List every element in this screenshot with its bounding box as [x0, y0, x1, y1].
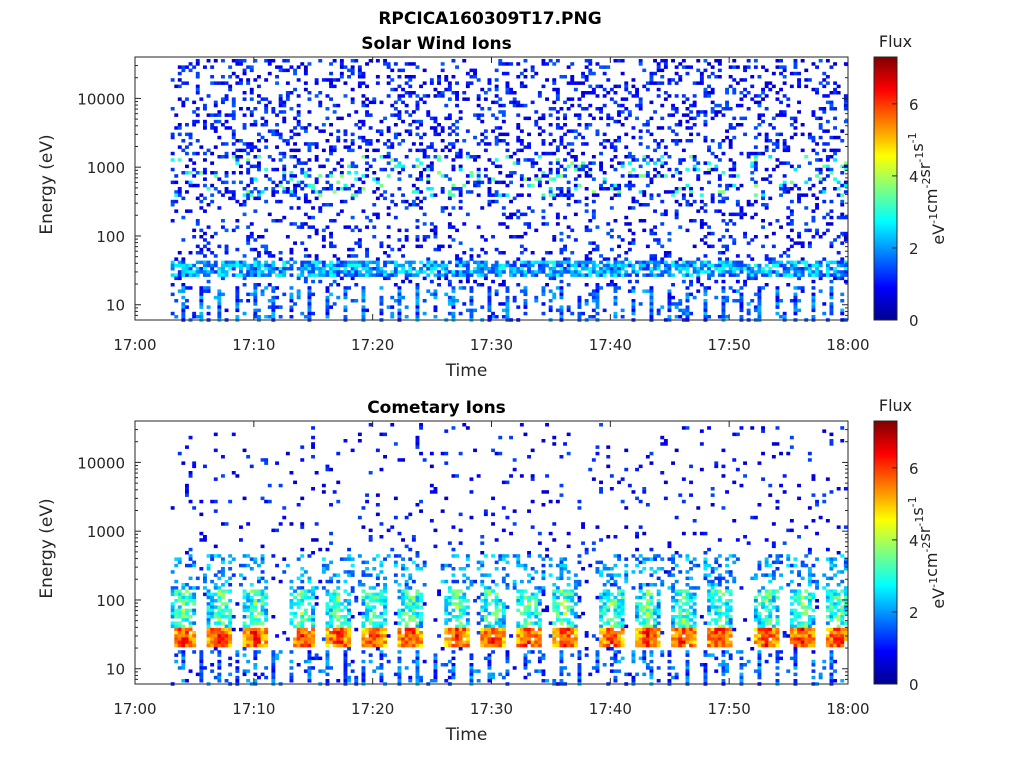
colorbar-unit-label: eV-1cm-2sr-1s-1 — [906, 496, 948, 608]
x-tick-label: 17:40 — [589, 700, 632, 718]
heatmap-cells — [170, 423, 848, 686]
heatmap-cells — [170, 59, 848, 322]
x-axis-label: Time — [445, 725, 488, 745]
cometary-ions-panel: 17:00 17:10 17:20 17:30 17:40 17:50 18:00 10 100… — [37, 396, 948, 745]
y-tick-label: 1000 — [87, 159, 125, 177]
colorbar-tick-label: 6 — [909, 96, 919, 114]
x-tick-label: 17:10 — [232, 336, 275, 354]
y-tick-label: 100 — [96, 592, 125, 610]
x-tick-label: 17:40 — [589, 336, 632, 354]
x-tick-label: 17:30 — [470, 700, 513, 718]
solar-wind-panel: 17:00 17:10 17:20 17:30 17:40 17:50 18:00 10 100… — [37, 32, 948, 381]
x-tick-label: 17:30 — [470, 336, 513, 354]
colorbar-tick-label: 2 — [909, 240, 919, 258]
y-tick-label: 10000 — [77, 454, 125, 472]
y-tick-label: 1000 — [87, 523, 125, 541]
x-tick-label: 18:00 — [826, 336, 869, 354]
colorbar-title: Flux — [879, 396, 912, 415]
x-tick-label: 18:00 — [826, 700, 869, 718]
figure-title: RPCICA160309T17.PNG — [378, 9, 601, 29]
colorbar-unit-label: eV-1cm-2sr-1s-1 — [906, 132, 948, 244]
y-axis-label: Energy (eV) — [37, 134, 57, 234]
colorbar-tick-label: 4 — [909, 168, 919, 186]
y-tick-label: 10000 — [77, 90, 125, 108]
colorbar — [873, 56, 898, 321]
colorbar-tick-label: 6 — [909, 460, 919, 478]
x-tick-label: 17:50 — [708, 336, 751, 354]
y-tick-label: 10 — [106, 297, 125, 315]
colorbar-tick-label: 4 — [909, 532, 919, 550]
y-axis-label: Energy (eV) — [37, 498, 57, 598]
x-tick-label: 17:00 — [113, 700, 156, 718]
x-tick-label: 17:20 — [351, 700, 394, 718]
colorbar-title: Flux — [879, 32, 912, 51]
x-tick-label: 17:10 — [232, 700, 275, 718]
colorbar-tick-label: 0 — [909, 676, 919, 694]
y-tick-label: 10 — [106, 661, 125, 679]
x-tick-label: 17:50 — [708, 700, 751, 718]
x-axis-label: Time — [445, 361, 488, 381]
colorbar — [873, 420, 898, 685]
panel-title: Cometary Ions — [367, 398, 506, 418]
x-tick-label: 17:20 — [351, 336, 394, 354]
colorbar-tick-label: 0 — [909, 312, 919, 330]
y-tick-label: 100 — [96, 228, 125, 246]
x-tick-label: 17:00 — [113, 336, 156, 354]
colorbar-tick-label: 2 — [909, 604, 919, 622]
panel-title: Solar Wind Ions — [361, 34, 512, 54]
